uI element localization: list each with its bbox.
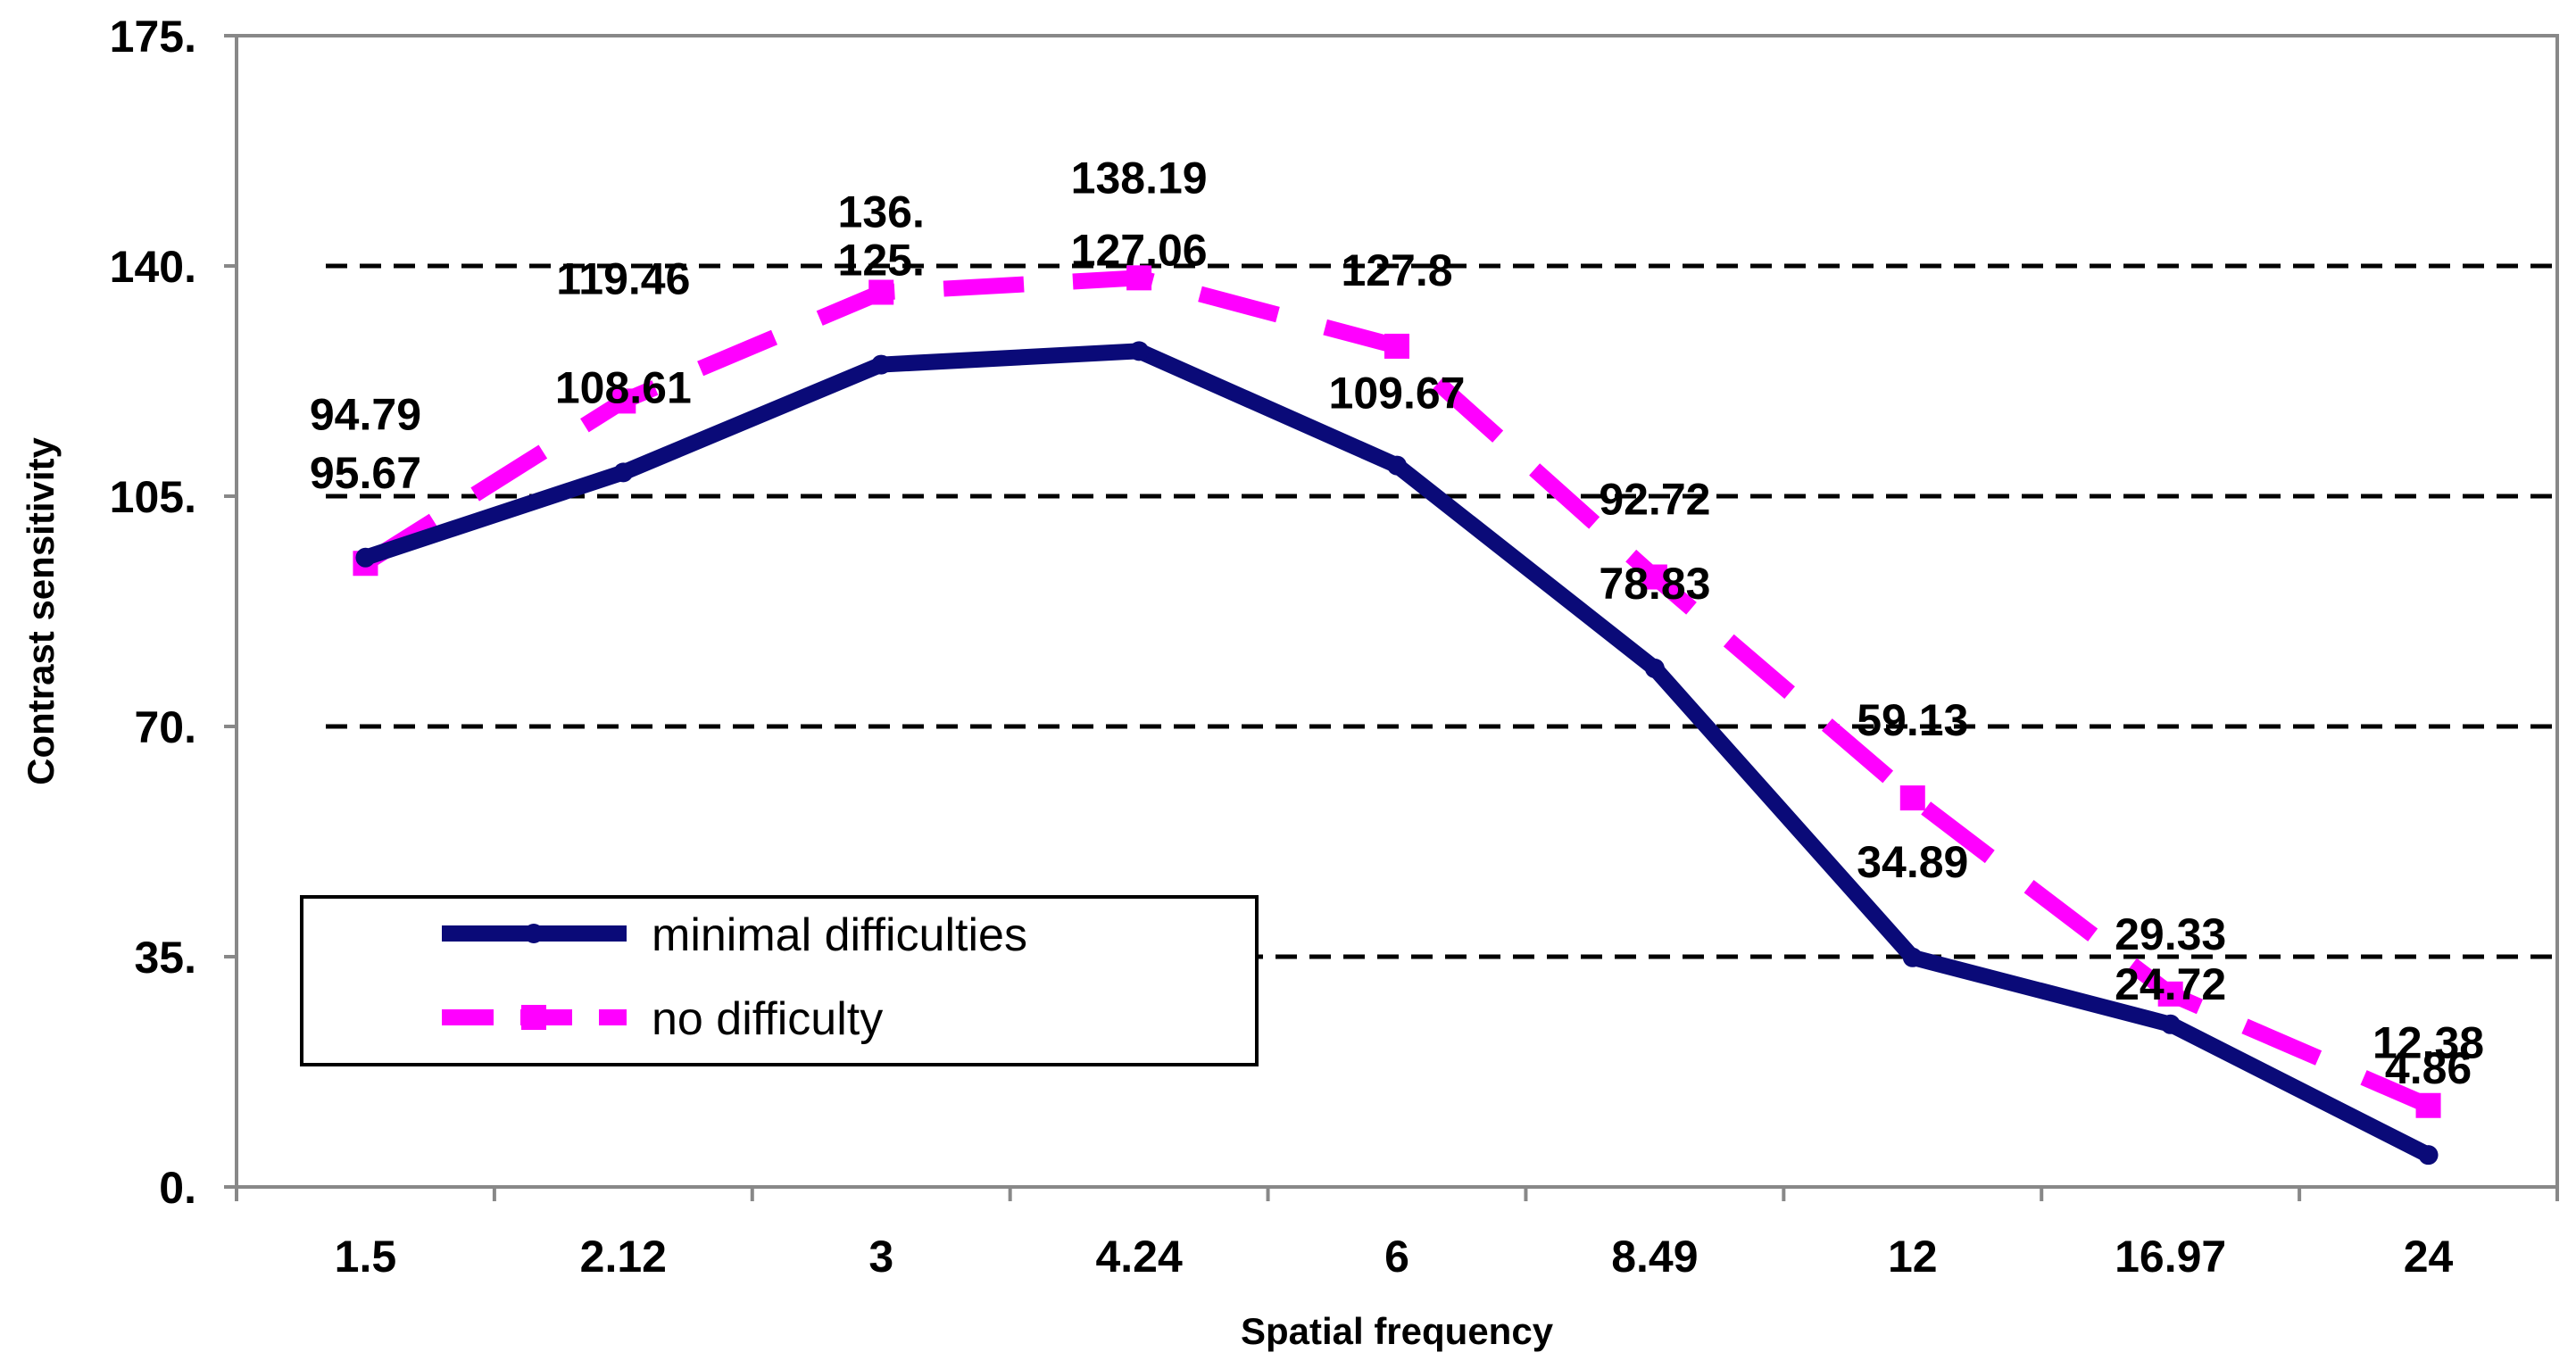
point-minimal-difficulties: [355, 547, 376, 568]
data-label-no-difficulty: 12.38: [2372, 1018, 2484, 1068]
data-labels: 95.67 108.61 125. 127.06 109.67 78.83 34.89 24.…: [310, 153, 2484, 1093]
point-no-difficulty: [1126, 265, 1152, 291]
y-tick-label-105: 105.: [110, 472, 196, 522]
x-tick-label-4-24: 4.24: [1095, 1232, 1183, 1282]
point-no-difficulty: [868, 279, 894, 305]
point-minimal-difficulties: [1902, 947, 1923, 967]
y-axis-title: Contrast sensitivity: [20, 436, 62, 784]
legend-marker-minimal-difficulties: [524, 924, 544, 943]
data-label-no-difficulty: 136.: [838, 187, 925, 236]
point-no-difficulty: [611, 388, 636, 414]
data-label-minimal-difficulties: 4.86: [2385, 1043, 2472, 1093]
data-label-minimal-difficulties: 127.06: [1071, 225, 1208, 275]
data-label-no-difficulty: 127.8: [1341, 245, 1452, 295]
data-label-no-difficulty: 29.33: [2115, 909, 2226, 959]
legend-label-no-difficulty: no difficulty: [652, 993, 883, 1045]
y-tick-label-70: 70.: [134, 702, 196, 752]
point-no-difficulty: [1384, 333, 1409, 359]
x-tick-label-8-49: 8.49: [1611, 1232, 1698, 1282]
x-tick-label-24: 24: [2404, 1232, 2454, 1282]
data-label-minimal-difficulties: 34.89: [1857, 837, 1968, 887]
x-tick-label-3: 3: [868, 1232, 893, 1282]
legend: minimal difficulties no difficulty: [300, 895, 1259, 1066]
legend-marker-no-difficulty: [521, 1005, 546, 1030]
legend-box: [300, 895, 1259, 1066]
point-no-difficulty: [2157, 981, 2183, 1007]
data-label-minimal-difficulties: 109.67: [1329, 369, 1466, 419]
data-label-minimal-difficulties: 78.83: [1599, 559, 1710, 609]
x-tick-label-1-5: 1.5: [335, 1232, 397, 1282]
data-label-minimal-difficulties: 24.72: [2115, 959, 2226, 1009]
point-no-difficulty: [2415, 1092, 2441, 1118]
y-tick-label-140: 140.: [110, 242, 196, 292]
x-tick-label-2-12: 2.12: [580, 1232, 667, 1282]
point-minimal-difficulties: [1644, 658, 1665, 678]
data-label-minimal-difficulties: 125.: [838, 236, 925, 286]
y-tick-label-0: 0.: [159, 1163, 196, 1213]
point-minimal-difficulties: [2418, 1145, 2439, 1166]
point-minimal-difficulties: [1387, 455, 1407, 476]
x-tick-label-16-97: 16.97: [2115, 1232, 2226, 1282]
legend-label-minimal-difficulties: minimal difficulties: [652, 909, 1027, 961]
point-minimal-difficulties: [1129, 341, 1150, 361]
point-minimal-difficulties: [613, 462, 634, 483]
data-label-no-difficulty: 59.13: [1857, 695, 1968, 745]
data-label-no-difficulty: 92.72: [1599, 475, 1710, 525]
y-tick-label-35: 35.: [134, 933, 196, 983]
x-axis-title: Spatial frequency: [1241, 1310, 1554, 1352]
point-no-difficulty: [1641, 564, 1667, 590]
y-axis-ticks: 0. 35. 70. 105. 140. 175.: [110, 12, 237, 1213]
point-minimal-difficulties: [2160, 1014, 2181, 1034]
point-no-difficulty: [1899, 785, 1925, 811]
x-axis-ticks: 1.5 2.12 3 4.24 6 8.49 12 16.97 24: [235, 1187, 2559, 1282]
data-label-no-difficulty: 138.19: [1071, 153, 1208, 203]
data-label-minimal-difficulties: 108.61: [555, 362, 692, 412]
x-tick-label-6: 6: [1384, 1232, 1409, 1282]
data-label-minimal-difficulties: 95.67: [310, 448, 421, 498]
point-minimal-difficulties: [871, 354, 892, 375]
data-label-no-difficulty: 94.79: [310, 389, 421, 439]
series-layer: [353, 265, 2441, 1166]
y-tick-label-175: 175.: [110, 12, 196, 62]
x-tick-label-12: 12: [1888, 1232, 1938, 1282]
data-label-no-difficulty: 119.46: [556, 253, 690, 303]
